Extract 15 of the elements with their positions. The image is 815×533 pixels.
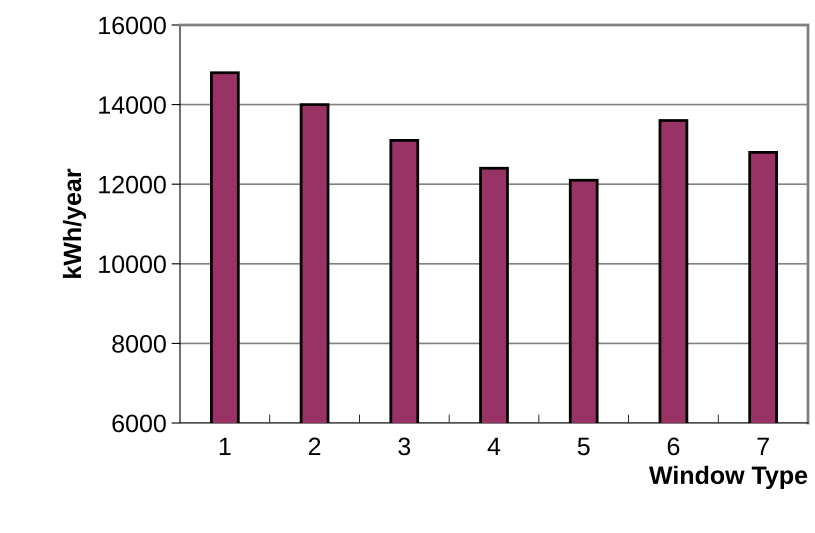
x-tick-label: 6 [668,438,680,456]
x-tick-label: 2 [308,438,320,456]
x-tick-label: 3 [398,438,410,456]
x-axis-title: Window Type [649,466,808,490]
y-tick-label: 10000 [99,255,166,274]
y-axis-title: kWh/year [62,168,86,278]
x-tick-label: 4 [488,438,500,456]
y-tick-label: 14000 [99,96,166,114]
x-tick-label: 5 [578,438,590,456]
y-tick-label: 6000 [112,414,166,432]
x-tick-label: 1 [220,438,231,456]
y-tick-label: 16000 [99,16,166,34]
x-tick-label: 7 [757,438,769,456]
y-tick-label: 8000 [112,335,166,353]
y-tick-label: 12000 [99,176,166,194]
